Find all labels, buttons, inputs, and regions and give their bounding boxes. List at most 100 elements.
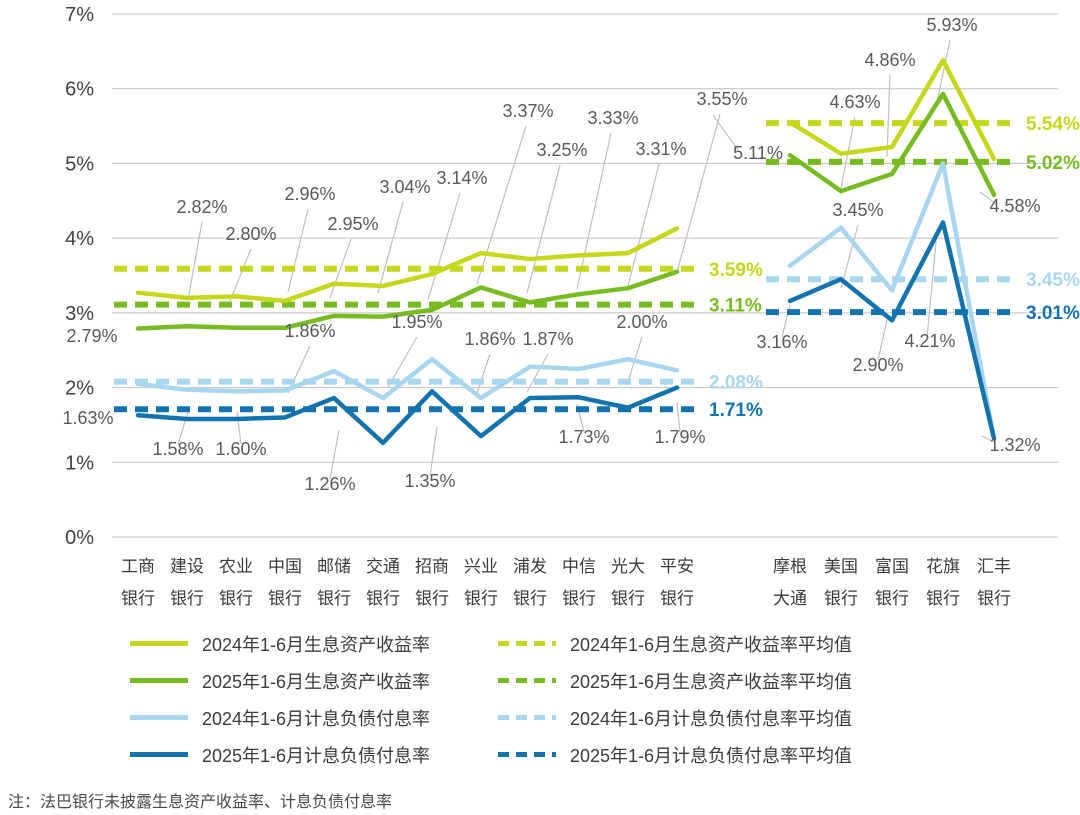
x-axis-label: 富国 (875, 557, 909, 576)
data-point-label: 1.86% (464, 329, 515, 349)
x-axis-label: 光大 (611, 557, 645, 576)
legend-2025-cost-avg[interactable]: 2025年1-6月计息负债付息率平均值 (498, 736, 852, 773)
legend-2024-cost[interactable]: 2024年1-6月计息负债付息率 (130, 699, 430, 736)
x-axis-label: 农业 (219, 557, 253, 576)
leader-line (476, 353, 491, 394)
series-line-c25 (135, 385, 680, 446)
x-axis-label: 中信 (562, 557, 596, 576)
data-point-label: 2.96% (284, 184, 335, 204)
legend-column-series: 2024年1-6月生息资产收益率 2025年1-6月生息资产收益率 2024年1-6… (130, 625, 430, 773)
y-axis-tick-label: 4% (65, 228, 94, 250)
legend-label: 2025年1-6月生息资产收益率平均值 (570, 671, 853, 692)
data-point-label: 1.95% (391, 312, 442, 332)
chart-footnote: 注：法巴银行未披露生息资产收益率、计息负债付息率 (8, 794, 393, 811)
x-axis-label: 招商 (415, 557, 449, 576)
x-axis-label: 花旗 (926, 557, 960, 576)
data-point-label: 2.82% (176, 197, 227, 217)
y-axis-tick-label: 2% (65, 378, 94, 400)
x-axis-label: 银行 (660, 589, 694, 608)
leader-line (377, 201, 404, 294)
leader-line (979, 191, 997, 205)
leader-line (526, 164, 561, 294)
data-point-label: 2.79% (66, 326, 117, 346)
x-axis-label: 银行 (562, 589, 596, 608)
leader-line (526, 353, 549, 393)
x-axis-label: 银行 (317, 589, 351, 608)
legend-2024-yield-avg[interactable]: 2024年1-6月生息资产收益率平均值 (498, 625, 852, 662)
leader-line (187, 221, 203, 301)
data-point-label: 3.25% (536, 140, 587, 160)
data-point-label: 3.37% (502, 101, 553, 121)
series-group-domestic-banks (135, 226, 680, 446)
x-axis-label: 银行 (219, 589, 253, 608)
x-axis-label: 银行 (366, 589, 400, 608)
y-axis-tick-label: 7% (65, 4, 94, 26)
x-axis-label: 工商 (121, 557, 155, 576)
series-group-foreign-banks (787, 58, 997, 441)
x-axis-label: 银行 (824, 589, 858, 608)
legend-2024-cost-avg[interactable]: 2024年1-6月计息负债付息率平均值 (498, 699, 852, 736)
leader-line (427, 192, 461, 301)
x-axis-label: 邮储 (317, 557, 351, 576)
leader-line (981, 435, 997, 444)
y-axis-tick-label: 0% (65, 527, 94, 549)
data-point-label: 5.93% (926, 15, 977, 35)
series-line-y25 (787, 91, 997, 198)
x-axis-label: 交通 (366, 557, 400, 576)
leader-line (429, 426, 438, 477)
data-point-label: 1.32% (989, 435, 1040, 455)
data-point-label: 1.26% (304, 474, 355, 494)
data-point-label: 2.80% (225, 224, 276, 244)
legend-label: 2024年1-6月生息资产收益率平均值 (570, 634, 853, 655)
leader-line (329, 238, 352, 299)
leader-line (476, 125, 527, 285)
legend-label: 2024年1-6月计息负债付息率平均值 (570, 708, 853, 729)
y-axis-tick-label: 3% (65, 303, 94, 325)
y-axis-tick-label: 1% (65, 452, 94, 474)
legend-2024-yield[interactable]: 2024年1-6月生息资产收益率 (130, 625, 430, 662)
x-axis-label: 平安 (660, 557, 694, 576)
y-axis-tick-label: 5% (65, 153, 94, 175)
data-point-label: 4.86% (864, 50, 915, 70)
average-value-label: 3.59% (709, 260, 763, 281)
data-point-label: 1.73% (558, 427, 609, 447)
point-value-labels: 2.79% 2.82% 2.80% 2.96% 2.95%3.04% 3.14% 3.37%… (62, 15, 1040, 494)
x-axis-label: 银行 (415, 589, 449, 608)
data-point-label: 2.90% (852, 355, 903, 375)
legend-label: 2025年1-6月生息资产收益率 (202, 671, 431, 692)
x-axis-label: 汇丰 (977, 557, 1011, 576)
data-point-label: 1.58% (152, 439, 203, 459)
legend-label: 2024年1-6月计息负债付息率 (202, 708, 431, 729)
data-point-label: 3.33% (587, 108, 638, 128)
legend-swatch-icon (130, 641, 188, 646)
x-axis-label: 银行 (875, 589, 909, 608)
x-axis-category-labels: 工商银行建设银行农业银行中国银行邮储银行交通银行招商银行兴业银行浦发银行中信银行… (121, 557, 1011, 608)
x-axis-label: 银行 (464, 589, 498, 608)
average-value-label: 3.11% (709, 296, 762, 317)
data-point-label: 3.55% (696, 89, 747, 109)
x-axis-label: 银行 (926, 589, 960, 608)
legend-label: 2025年1-6月计息负债付息率平均值 (570, 745, 853, 766)
data-point-label: 1.60% (215, 439, 266, 459)
x-axis-label: 银行 (268, 589, 302, 608)
data-point-label: 1.87% (522, 329, 573, 349)
legend-swatch-icon (130, 715, 188, 720)
leader-line (329, 429, 340, 480)
series-line-c24 (135, 356, 680, 401)
legend-2025-yield-avg[interactable]: 2025年1-6月生息资产收益率平均值 (498, 662, 852, 699)
x-axis-label: 中国 (268, 557, 302, 576)
x-axis-label: 兴业 (464, 557, 498, 576)
average-value-label: 3.01% (1026, 303, 1080, 324)
leader-line (886, 74, 891, 158)
leader-line (287, 345, 311, 394)
data-point-label: 2.95% (327, 214, 378, 234)
data-point-label: 3.16% (756, 332, 807, 352)
average-value-label: 5.02% (1026, 153, 1080, 174)
x-axis-label: 银行 (121, 589, 155, 608)
legend-2025-cost[interactable]: 2025年1-6月计息负债付息率 (130, 736, 430, 773)
x-axis-label: 大通 (773, 589, 807, 608)
data-point-label: 3.31% (635, 139, 686, 159)
legend-swatch-icon (498, 641, 556, 646)
legend-2025-yield[interactable]: 2025年1-6月生息资产收益率 (130, 662, 430, 699)
